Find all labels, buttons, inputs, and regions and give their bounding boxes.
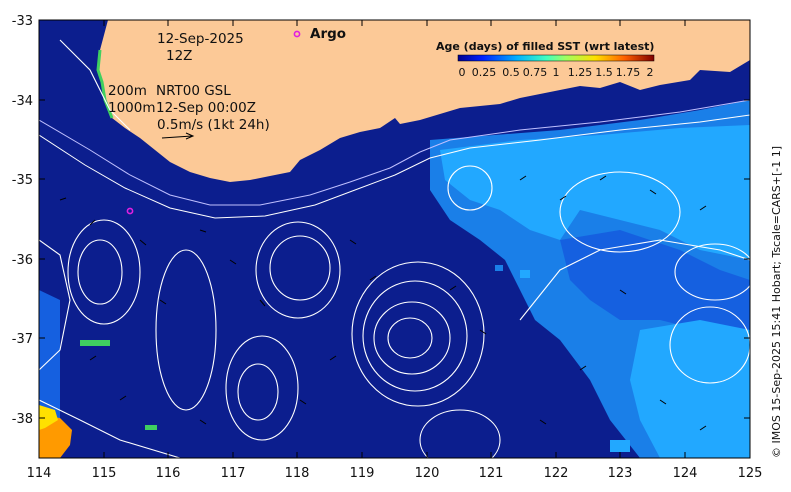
colorbar-tick-label: 1 — [553, 66, 560, 79]
bathymetry-1000m — [39, 114, 750, 219]
argo-float-marker — [126, 207, 134, 215]
lat-tick-label: -33 — [12, 14, 33, 29]
velocity-scale-label: 0.5m/s (1kt 24h) — [157, 117, 270, 133]
product-time: 12-Sep 00:00Z — [156, 100, 256, 116]
lon-tick-label: 124 — [673, 466, 698, 481]
lon-tick-label: 123 — [608, 466, 633, 481]
colorbar-tick-label: 1.75 — [616, 66, 641, 79]
coastal-fringe — [96, 49, 114, 119]
colorbar-tick-label: 2 — [647, 66, 654, 79]
yellow-corner-sw — [39, 405, 58, 430]
velocity-arrows — [59, 175, 707, 431]
velocity-scale-arrow — [161, 132, 195, 140]
colorbar-tick-label: 0.5 — [502, 66, 520, 79]
colorbar-title: Age (days) of filled SST (wrt latest) — [436, 40, 654, 53]
argo-legend-label: Argo — [310, 26, 346, 42]
colorbar-tick-label: 0 — [459, 66, 466, 79]
lat-tick-label: -36 — [12, 253, 33, 268]
plot-frame — [38, 19, 751, 459]
lon-tick-label: 116 — [156, 466, 181, 481]
ocean-block — [520, 270, 530, 278]
colorbar-ticks: 0 0.25 0.5 0.75 1 1.25 1.5 1.75 2 — [459, 66, 654, 79]
latitude-tick-labels: -33 -34 -35 -36 -37 -38 — [12, 14, 33, 427]
map-date: 12-Sep-2025 — [157, 31, 244, 47]
ocean-block — [610, 440, 630, 452]
longitude-tick-labels: 114 115 116 117 118 119 120 121 122 123 … — [27, 466, 763, 481]
ocean-block — [495, 265, 503, 271]
map-plot-area — [39, 20, 750, 458]
argo-legend-marker — [293, 30, 301, 38]
lon-tick-label: 120 — [415, 466, 440, 481]
credit-line: © IMOS 15-Sep-2025 15:41 Hobart; Tscale=… — [770, 146, 783, 458]
lat-tick-label: -37 — [12, 332, 33, 347]
axis-ticks — [38, 19, 751, 458]
colorbar-tick-label: 1.5 — [595, 66, 613, 79]
green-patch — [80, 340, 110, 346]
sst-contours — [39, 39, 750, 458]
lon-tick-label: 119 — [350, 466, 375, 481]
ocean-lighter-region — [440, 125, 750, 260]
lat-tick-label: -34 — [12, 94, 33, 109]
ocean-mid-patch — [560, 230, 750, 340]
lon-tick-label: 121 — [479, 466, 504, 481]
lon-tick-label: 114 — [27, 466, 52, 481]
lon-tick-label: 118 — [285, 466, 310, 481]
bathymetry-200m — [39, 99, 750, 206]
depth-1000-label: 1000m — [108, 100, 156, 116]
map-time: 12Z — [166, 48, 192, 64]
lon-tick-label: 117 — [221, 466, 246, 481]
lon-tick-label: 115 — [92, 466, 117, 481]
lon-tick-label: 125 — [738, 466, 763, 481]
lat-tick-label: -38 — [12, 412, 33, 427]
colorbar-tick-label: 0.25 — [472, 66, 497, 79]
lat-tick-label: -35 — [12, 173, 33, 188]
depth-200-label: 200m — [108, 83, 147, 99]
ocean-light-patch-se — [630, 320, 750, 458]
product-label: NRT00 GSL — [156, 83, 231, 99]
colorbar-tick-label: 1.25 — [568, 66, 593, 79]
lon-tick-label: 122 — [544, 466, 569, 481]
green-patch — [145, 425, 157, 430]
colorbar-tick-label: 0.75 — [523, 66, 548, 79]
colorbar — [457, 54, 655, 62]
